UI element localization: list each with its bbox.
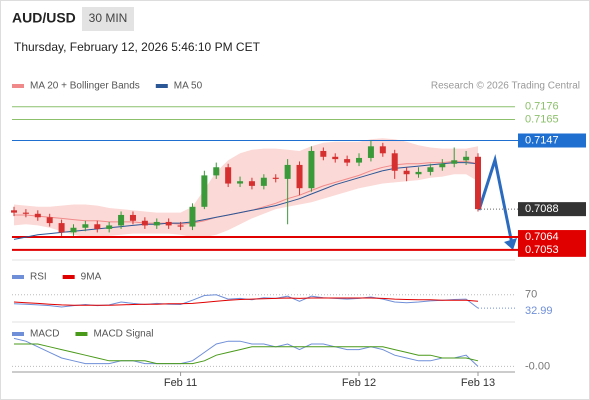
series-line — [13, 297, 479, 306]
level-box — [518, 230, 586, 245]
legend-swatch — [12, 332, 24, 336]
candle-body — [415, 171, 422, 175]
candle-body — [213, 167, 220, 176]
legend-swatch — [12, 275, 24, 279]
series-line — [13, 337, 479, 367]
candle-body — [320, 150, 327, 157]
candle-body — [272, 177, 279, 179]
x-tick-label: Feb 11 — [164, 377, 197, 389]
candle-body — [11, 210, 17, 213]
candle-body — [94, 224, 101, 229]
x-tick-label: Feb 12 — [342, 377, 376, 389]
candle-body — [451, 160, 458, 164]
x-tick-label: Feb 13 — [461, 377, 495, 389]
symbol: AUD/USD — [12, 10, 76, 26]
interval: 30 MIN — [89, 11, 128, 25]
candle-body — [439, 163, 446, 168]
bollinger-band — [14, 138, 478, 238]
legend-label: MA 20 + Bollinger Bands — [30, 81, 140, 92]
candle-body — [58, 223, 65, 233]
source: Research © 2026 Trading Central — [431, 81, 580, 92]
candle-body — [284, 164, 291, 179]
candle-body — [70, 227, 77, 233]
series-line — [14, 343, 479, 365]
candle-body — [260, 177, 267, 186]
legend-swatch — [62, 275, 75, 279]
candle-body — [177, 225, 184, 227]
level-label: 0.7053 — [525, 244, 559, 256]
legend-swatch — [12, 84, 24, 88]
candle-body — [165, 221, 172, 226]
legend-label: MA 50 — [174, 81, 203, 92]
legend-label: MACD — [30, 329, 59, 340]
candle-body — [367, 146, 374, 158]
level-box — [518, 242, 586, 257]
candle-body — [22, 212, 29, 214]
legend-label: 9MA — [81, 272, 102, 283]
level-label: 0.7165 — [525, 113, 559, 125]
legend-label: RSI — [30, 272, 47, 283]
candle-body — [106, 225, 113, 229]
candle-body — [296, 164, 303, 189]
candle-body — [248, 181, 255, 186]
candle-body — [225, 167, 232, 184]
candle-body — [344, 159, 351, 163]
legend-swatch — [75, 332, 88, 336]
candle-body — [34, 213, 41, 218]
candle-body — [391, 153, 398, 171]
candle-body — [189, 206, 196, 227]
candle-body — [463, 156, 470, 161]
y-tick-label: -0.00 — [525, 360, 550, 372]
legend-label: MACD Signal — [93, 329, 153, 340]
level-label: 0.7176 — [525, 101, 559, 113]
legend-swatch — [155, 84, 168, 88]
candle-body — [46, 217, 53, 224]
candle-body — [141, 220, 148, 226]
level-label: 0.7064 — [525, 231, 559, 243]
forecast-arrowhead — [504, 238, 517, 250]
candle-body — [153, 221, 160, 226]
last-price-box — [518, 202, 586, 217]
series-line — [13, 162, 479, 240]
candle-body — [129, 214, 136, 221]
level-box — [518, 133, 586, 148]
y-tick-label: 70 — [525, 289, 537, 301]
candle-body — [201, 175, 208, 207]
candle-body — [427, 167, 434, 172]
candle-body — [379, 146, 386, 154]
last-value-label: 32.99 — [525, 305, 553, 317]
candle-body — [118, 214, 125, 226]
candle-body — [475, 156, 481, 210]
timestamp: Thursday, February 12, 2026 5:46:10 PM C… — [14, 40, 261, 54]
candle-body — [403, 170, 410, 175]
last-price-label: 0.7088 — [525, 203, 559, 215]
interval-badge — [82, 7, 134, 31]
candle-body — [237, 181, 244, 184]
level-label: 0.7147 — [525, 134, 559, 146]
candle-body — [332, 156, 339, 160]
candle-body — [82, 224, 89, 228]
forecast-arrow — [477, 154, 514, 245]
candle-body — [356, 157, 363, 163]
candle-body — [308, 150, 315, 189]
